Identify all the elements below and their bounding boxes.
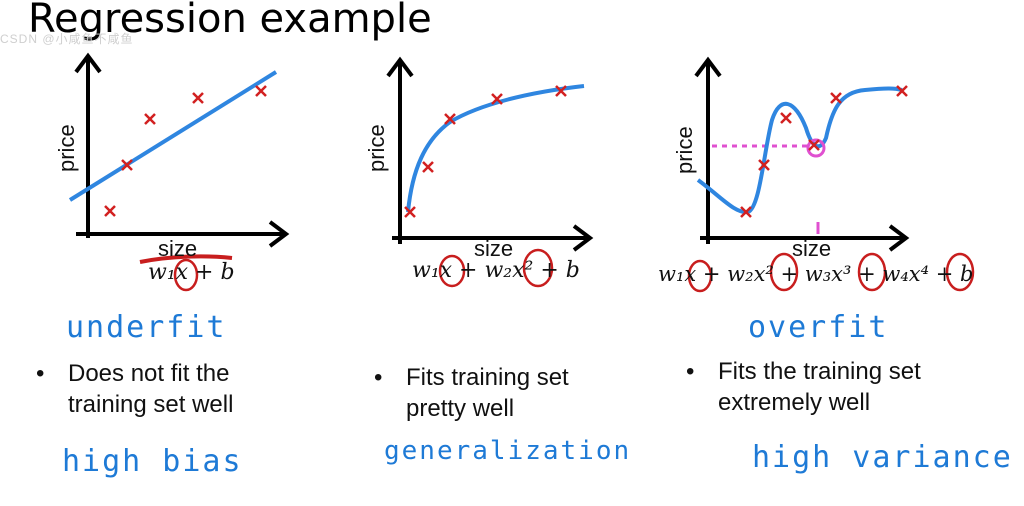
data-point	[444, 113, 456, 125]
underfit-diagnosis: high bias	[62, 444, 243, 479]
over-label: overfit	[748, 310, 889, 345]
data-point	[758, 159, 770, 171]
data-point	[104, 205, 116, 217]
gen-formula: w₁x + w₂x² + b	[412, 258, 580, 283]
over-formula: w₁x + w₂x² + w₃x³ + w₄x⁴ + b	[658, 262, 974, 286]
underfit-x-circle	[173, 258, 199, 292]
over-x-circle-2	[769, 252, 799, 292]
data-point	[422, 161, 434, 173]
over-x-circle-3	[857, 252, 887, 292]
gen-x-circle-1	[438, 254, 466, 288]
bullet-line: training set well	[68, 391, 234, 418]
overfit-curve	[696, 86, 903, 215]
gen-diagnosis: generalization	[384, 436, 632, 466]
overfit-highlight-circle	[806, 138, 826, 158]
data-point	[808, 139, 820, 151]
underfit-bullet: • Does not fit the training set well	[36, 358, 234, 420]
data-point	[404, 206, 416, 218]
over-xlabel: size	[792, 236, 832, 261]
over-x-circle-1	[687, 259, 713, 293]
overfit-points	[740, 85, 908, 218]
bullet-dot: •	[36, 360, 45, 387]
over-bullet: • Fits the training set extremely well	[686, 356, 921, 418]
underfit-formula: w₁x + b	[148, 260, 235, 285]
underfit-points	[104, 85, 267, 217]
data-point	[780, 112, 792, 124]
gen-xlabel: size	[474, 236, 514, 261]
gen-bullet: • Fits training set pretty well	[374, 362, 569, 424]
bullet-line: Fits training set	[406, 364, 569, 391]
bullet-dot: •	[374, 364, 383, 391]
watermark: CSDN @小咸鱼不咸鱼	[0, 32, 134, 46]
bullet-line: Does not fit the	[68, 360, 230, 387]
generalization-points	[404, 85, 567, 218]
data-point	[255, 85, 267, 97]
page-title: Regression example	[28, 0, 432, 42]
over-x-circle-4	[945, 252, 975, 292]
bullet-line: Fits the training set	[718, 358, 921, 385]
data-point	[830, 92, 842, 104]
bullet-dot: •	[686, 358, 695, 385]
underfit-xlabel: size	[158, 236, 198, 261]
underfit-label: underfit	[66, 310, 227, 345]
data-point	[121, 159, 133, 171]
underfit-line	[68, 70, 278, 202]
data-point	[192, 92, 204, 104]
bullet-line: pretty well	[406, 395, 515, 422]
underfit-red-underline	[139, 254, 233, 264]
underfit-ylabel: price	[54, 124, 79, 172]
over-ylabel: price	[672, 126, 697, 174]
data-point	[555, 85, 567, 97]
data-point	[740, 206, 752, 218]
data-point	[896, 85, 908, 97]
panel-overfit-axes	[694, 56, 910, 252]
bullet-line: extremely well	[718, 389, 871, 416]
data-point	[144, 113, 156, 125]
panel-underfit-axes	[74, 52, 290, 248]
data-point	[491, 93, 503, 105]
generalization-curve	[406, 84, 585, 213]
over-diagnosis: high variance	[752, 440, 1013, 475]
panel-generalization-axes	[386, 56, 594, 252]
gen-x-circle-2	[522, 248, 554, 288]
gen-ylabel: price	[364, 124, 389, 172]
